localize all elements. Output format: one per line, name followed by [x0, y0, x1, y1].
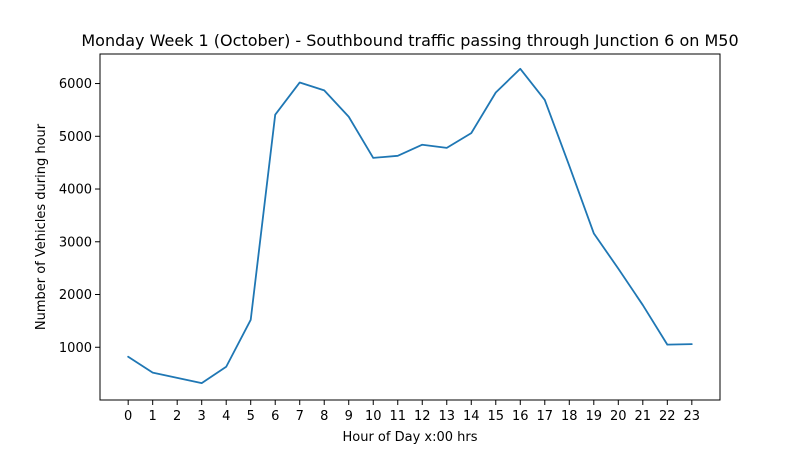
x-tick-label: 23: [684, 409, 701, 424]
y-axis-label: Number of Vehicles during hour: [34, 123, 49, 330]
plot-area: 0 1 2 3 4 5 6 7 8 9 10 11 12 13 14 15 16 17 18 19 20 21 22 23 1…: [59, 53, 721, 424]
x-tick-label: 9: [345, 409, 353, 424]
x-axis: 0 1 2 3 4 5 6 7 8 9 10 11 12 13 14 15 16 17 18 19 20 21 22 23: [124, 400, 700, 424]
x-tick-label: 15: [487, 409, 504, 424]
x-tick-label: 7: [296, 409, 304, 424]
x-tick-label: 4: [222, 409, 230, 424]
x-tick-label: 14: [463, 409, 480, 424]
x-tick-label: 5: [247, 409, 255, 424]
x-tick-label: 22: [659, 409, 676, 424]
x-tick-label: 16: [512, 409, 529, 424]
chart-title: Monday Week 1 (October) - Southbound tra…: [81, 31, 738, 50]
x-tick-label: 1: [149, 409, 157, 424]
x-tick-label: 6: [271, 409, 279, 424]
series-layer: [127, 67, 693, 385]
x-tick-label: 11: [389, 409, 406, 424]
x-tick-label: 12: [414, 409, 431, 424]
x-tick-label: 21: [635, 409, 652, 424]
x-tick-label: 8: [320, 409, 328, 424]
x-tick-label: 18: [561, 409, 578, 424]
x-tick-label: 0: [124, 409, 132, 424]
y-tick-label: 5000: [59, 130, 92, 145]
y-tick-label: 3000: [59, 235, 92, 250]
x-tick-label: 10: [365, 409, 382, 424]
x-tick-label: 20: [610, 409, 627, 424]
y-tick-label: 2000: [59, 288, 92, 303]
x-tick-label: 3: [198, 409, 206, 424]
y-tick-label: 4000: [59, 183, 92, 198]
plot-frame: [99, 53, 721, 401]
x-tick-label: 13: [438, 409, 455, 424]
x-tick-label: 2: [173, 409, 181, 424]
y-tick-label: 1000: [59, 341, 92, 356]
series-line: [127, 67, 693, 385]
y-tick-label: 6000: [59, 77, 92, 92]
x-tick-label: 19: [586, 409, 603, 424]
x-tick-label: 17: [537, 409, 554, 424]
y-axis: 1000 2000 3000 4000 5000 6000: [59, 77, 100, 356]
x-axis-label: Hour of Day x:00 hrs: [342, 430, 477, 445]
